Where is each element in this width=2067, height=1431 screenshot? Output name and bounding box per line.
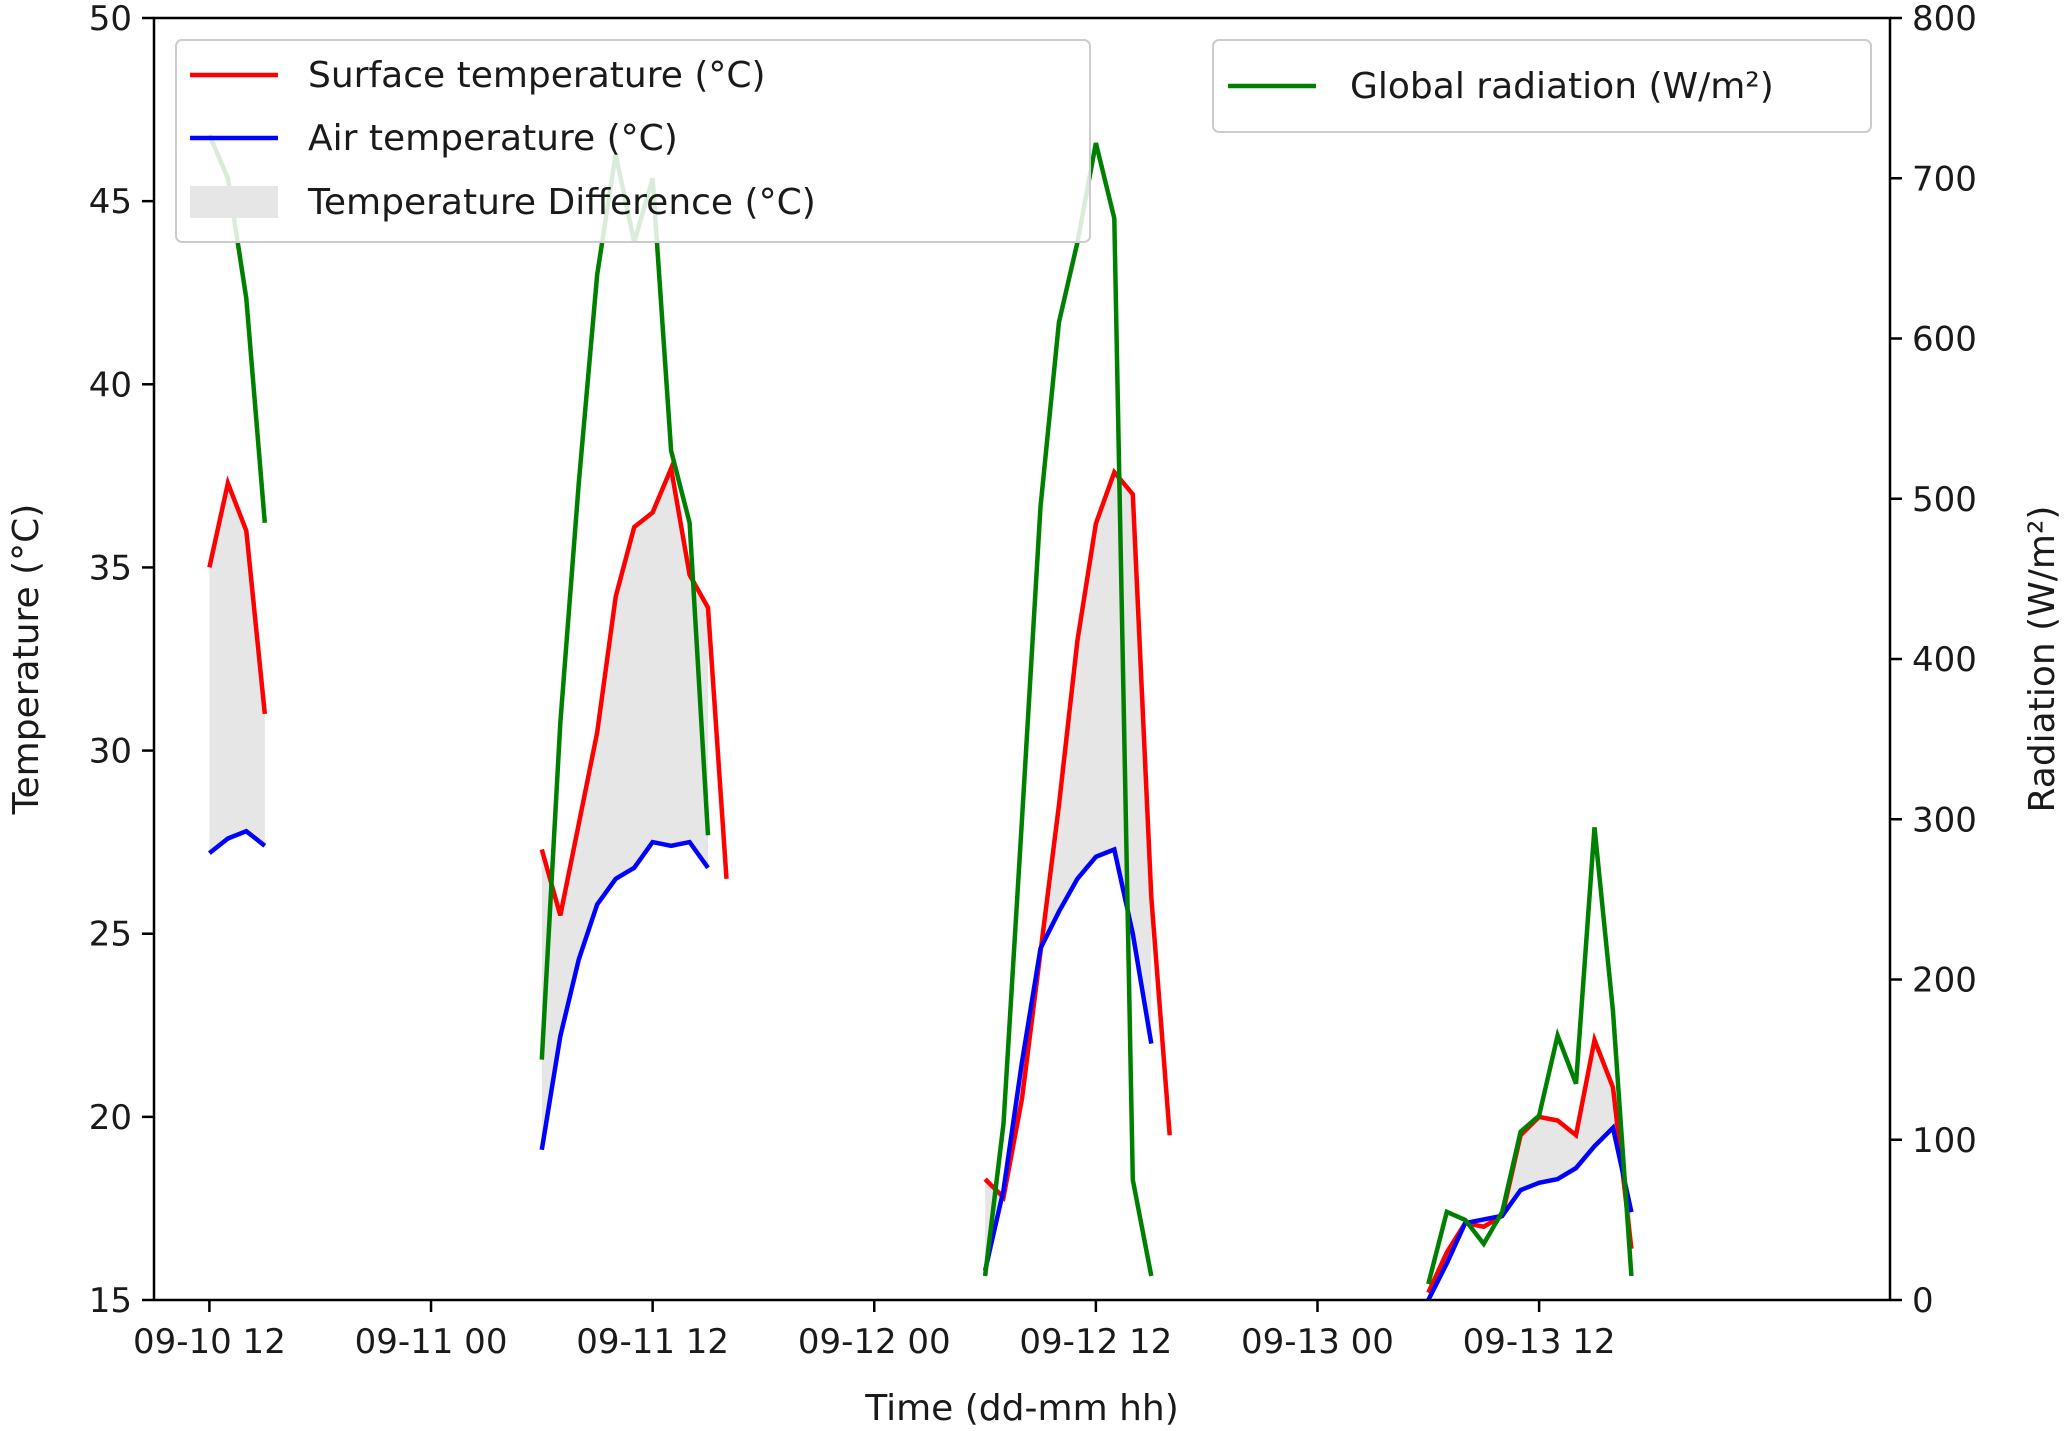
difference-fill-area-0: [209, 483, 265, 854]
y-right-tick-label: 100: [1912, 1121, 1977, 1161]
air-temperature-line-3: [1426, 1123, 1634, 1302]
x-tick-label: 09-12 12: [1019, 1322, 1172, 1362]
legend-difference-swatch: [190, 186, 278, 218]
surface-temperature-line-1: [539, 460, 729, 917]
legend-left-box: [175, 39, 1091, 243]
legend-difference-label: Temperature Difference (°C): [307, 182, 816, 223]
x-axis-label: Time (dd-mm hh): [864, 1388, 1179, 1429]
air-temperature-line-0: [208, 828, 267, 855]
global-radiation-line-3: [1426, 827, 1634, 1285]
y-right-tick-label: 600: [1912, 320, 1977, 360]
x-tick-label: 09-12 00: [798, 1322, 951, 1362]
y-left-tick-label: 35: [89, 548, 132, 588]
y-left-tick-label: 25: [89, 915, 132, 955]
y-right-tick-label: 700: [1912, 159, 1977, 199]
global-radiation-line-2: [982, 142, 1154, 1277]
y-left-tick-label: 30: [89, 732, 132, 772]
y-right-tick-label: 0: [1912, 1281, 1934, 1321]
legend-radiation: Global radiation (W/m²): [1212, 39, 1872, 133]
difference-fill-area-2: [985, 472, 1152, 1271]
series-lines-layer: [207, 134, 1634, 1302]
legend-right-box: [1212, 39, 1872, 133]
y-left-tick-label: 15: [89, 1281, 132, 1321]
x-tick-label: 09-11 12: [576, 1322, 729, 1362]
y-right-tick-label: 300: [1912, 800, 1977, 840]
difference-fill-layer: [209, 468, 1632, 1300]
surface-temperature-line-0: [207, 475, 268, 715]
x-tick-label: 09-13 00: [1241, 1322, 1394, 1362]
difference-fill-area-3: [1428, 1039, 1632, 1300]
y-right-tick-label: 800: [1912, 0, 1977, 39]
y-right-tick-label: 500: [1912, 480, 1977, 520]
difference-fill-area-1: [541, 468, 708, 1150]
surface-temperature-line-2: [983, 467, 1172, 1202]
legend-temperature: Surface temperature (°C) Air temperature …: [175, 39, 1091, 243]
axes-layer: 1520253035404550010020030040050060070080…: [6, 0, 2063, 1429]
legend-air-label: Air temperature (°C): [308, 118, 678, 159]
y-right-tick-label: 200: [1912, 961, 1977, 1001]
legend-radiation-label: Global radiation (W/m²): [1350, 66, 1774, 107]
y-left-tick-label: 20: [89, 1098, 132, 1138]
y-right-axis-label: Radiation (W/m²): [2022, 506, 2063, 813]
legend-surface-label: Surface temperature (°C): [308, 55, 766, 96]
x-tick-label: 09-13 12: [1463, 1322, 1616, 1362]
y-left-tick-label: 50: [89, 0, 132, 39]
y-left-axis-label: Temperature (°C): [6, 504, 47, 816]
y-left-tick-label: 40: [89, 365, 132, 405]
x-tick-label: 09-10 12: [133, 1322, 286, 1362]
y-left-tick-label: 45: [89, 182, 132, 222]
x-tick-label: 09-11 00: [355, 1322, 508, 1362]
air-temperature-line-2: [982, 846, 1154, 1272]
y-right-tick-label: 400: [1912, 640, 1977, 680]
air-temperature-line-1: [539, 839, 710, 1151]
